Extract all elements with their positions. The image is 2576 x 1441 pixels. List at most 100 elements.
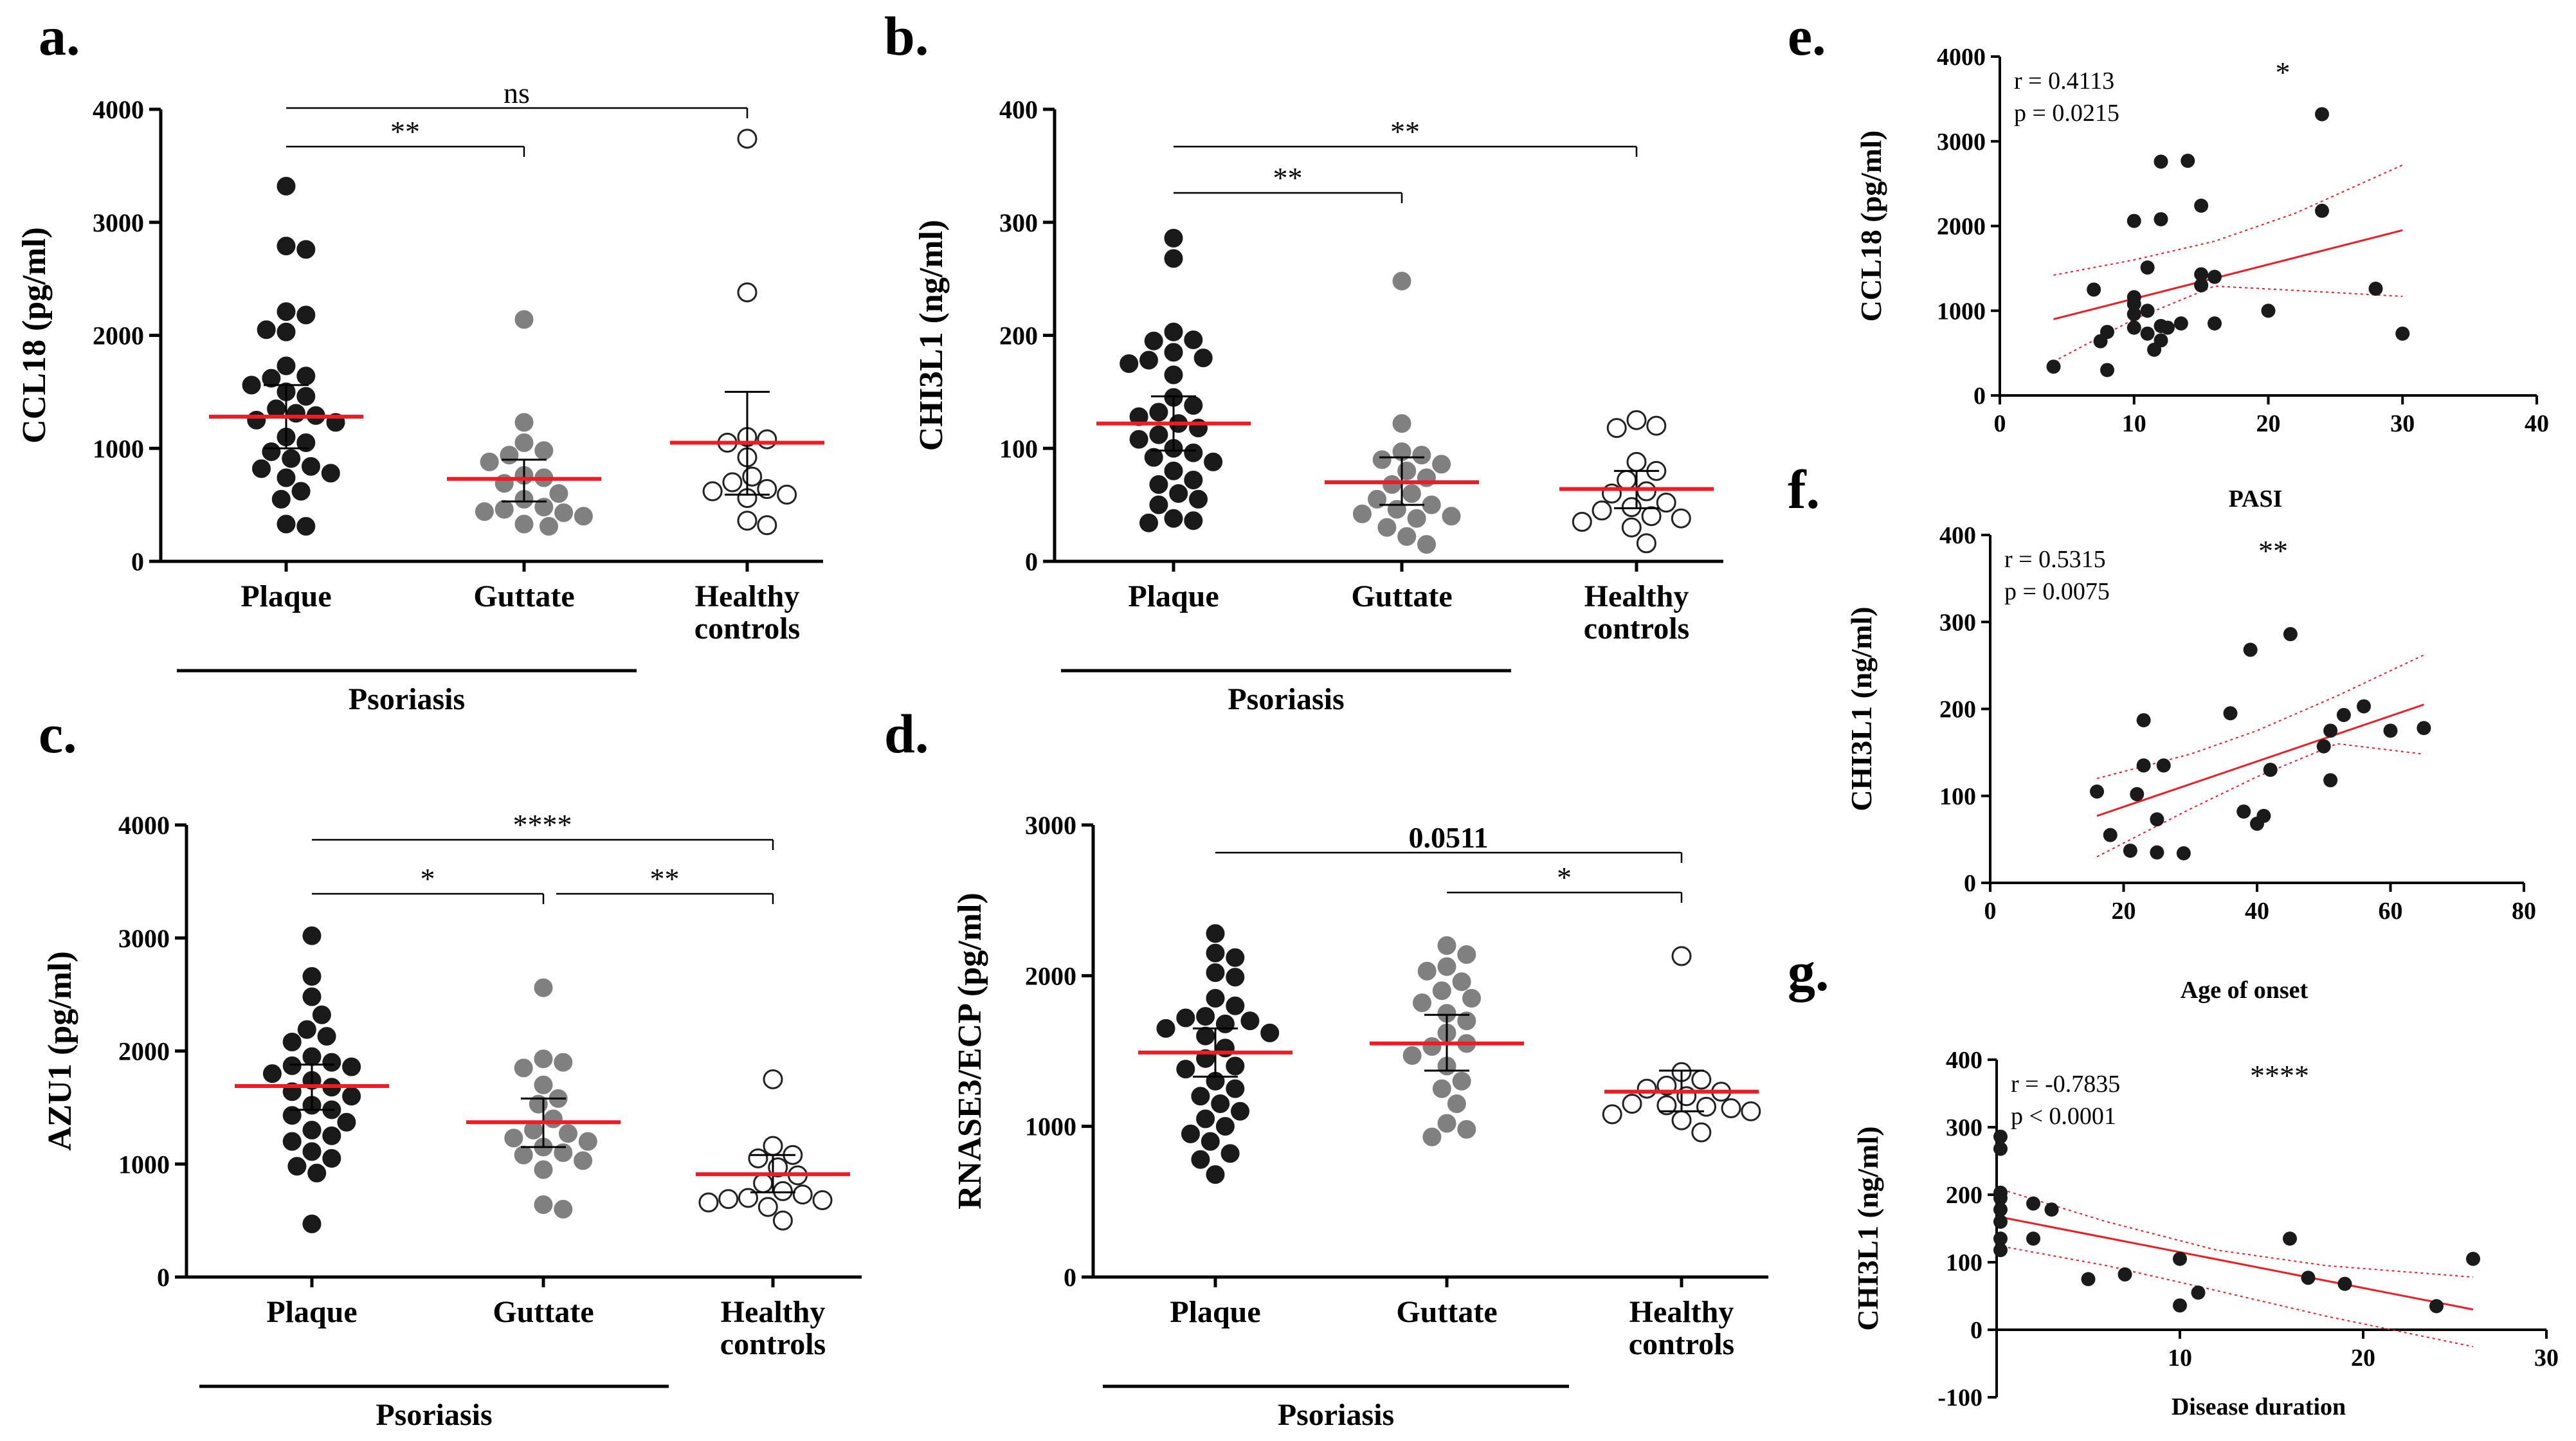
x-axis-label: Age of onset — [2181, 977, 2308, 1004]
data-point-gray — [534, 1195, 553, 1215]
x-tick-label: 40 — [2525, 410, 2549, 437]
data-point-gray — [494, 500, 514, 519]
data-point-black — [1231, 1101, 1249, 1121]
group-label-line: controls — [694, 612, 800, 646]
data-point — [1993, 1191, 2008, 1206]
y-tick-label: 400 — [1946, 1047, 1982, 1074]
data-point-gray — [1422, 1127, 1442, 1146]
y-tick-label: 300 — [999, 208, 1038, 237]
data-point-black — [1206, 924, 1225, 943]
data-point-black — [1149, 475, 1168, 494]
y-tick-label: 3000 — [93, 208, 144, 237]
data-point-black — [342, 1087, 361, 1106]
panel-label-e: e. — [1788, 5, 1826, 67]
data-point-black — [322, 1148, 341, 1168]
data-point-black — [1144, 331, 1163, 350]
data-point-gray — [543, 1109, 563, 1128]
panel-label-g: g. — [1788, 941, 1829, 1002]
data-point-black — [1176, 1060, 1195, 1079]
data-point-open — [772, 1181, 793, 1201]
data-point — [2194, 278, 2209, 293]
group-label-line: Plaque — [1170, 1295, 1260, 1329]
data-point-black — [1196, 1109, 1215, 1128]
data-point-gray — [1437, 957, 1456, 976]
group-label-line: Healthy — [721, 1295, 826, 1329]
data-point-open — [738, 1188, 758, 1208]
data-point — [2173, 1298, 2187, 1313]
data-point-black — [277, 356, 296, 376]
data-point-gray — [534, 498, 554, 517]
data-point-black — [1226, 996, 1245, 1015]
data-point-gray — [534, 978, 553, 997]
y-tick-label: 0 — [1970, 1317, 1982, 1344]
data-point-black — [286, 404, 305, 423]
confidence-band-lower — [2053, 285, 2403, 363]
data-point-black — [277, 514, 296, 534]
data-point-black — [342, 1057, 361, 1076]
data-point-gray — [1402, 1046, 1422, 1065]
data-point-black — [297, 1020, 316, 1039]
data-point — [2236, 804, 2251, 819]
data-point — [2026, 1196, 2040, 1211]
data-point-black — [277, 322, 296, 341]
group-label-line: Guttate — [1351, 579, 1452, 613]
data-point-black — [1220, 1144, 1240, 1163]
significance-label: ns — [503, 77, 530, 109]
data-point-gray — [1392, 414, 1411, 433]
significance-label: **** — [513, 808, 572, 841]
psoriasis-label: Psoriasis — [349, 682, 465, 716]
data-point-black — [1129, 430, 1148, 449]
data-point-open — [1671, 946, 1692, 966]
y-tick-label: 100 — [1946, 1249, 1982, 1276]
data-point-gray — [534, 1075, 553, 1094]
data-point-open — [737, 282, 757, 303]
data-point — [2154, 212, 2168, 226]
data-point-black — [257, 320, 276, 340]
data-point-open — [1602, 1104, 1622, 1125]
data-point-gray — [1437, 1114, 1456, 1133]
significance-label: ** — [650, 862, 680, 895]
data-point — [2046, 359, 2061, 374]
data-point-open — [1691, 1122, 1712, 1143]
data-point-black — [277, 302, 296, 322]
panel-a-ccl18-groups: 0 1000 2000 3000 4000 CCL18 (pg/ml) Plaque Gutt… — [16, 77, 824, 716]
data-point-open — [1741, 1101, 1761, 1121]
data-point-gray — [1392, 271, 1411, 291]
data-point-gray — [1377, 518, 1397, 537]
data-point-black — [337, 1112, 356, 1132]
group-label-line: Healthy — [695, 579, 800, 613]
x-tick-label: 20 — [2112, 898, 2136, 925]
data-point-open — [763, 1136, 783, 1156]
data-point-black — [302, 926, 322, 945]
data-point-open — [757, 515, 777, 536]
data-point-open — [748, 1148, 768, 1168]
data-point-black — [1149, 403, 1168, 422]
data-point — [2136, 758, 2151, 773]
data-point-black — [296, 240, 316, 259]
data-point-black — [1204, 452, 1223, 471]
data-point-open — [1696, 1096, 1716, 1117]
data-point-black — [1184, 511, 1203, 530]
data-point-gray — [514, 1058, 533, 1078]
y-tick-label: 2000 — [93, 322, 144, 350]
panel-f-age-correlation: 0 100 200 300 400 0 20 40 60 80 CHI3L1 (ng/ml) Age … — [1845, 522, 2536, 1004]
data-point-open — [722, 472, 743, 493]
data-point-open — [1721, 1098, 1741, 1119]
data-point-black — [282, 1132, 302, 1151]
panel-label-d: d. — [884, 703, 929, 765]
data-point-black — [307, 1163, 327, 1183]
data-point-black — [296, 517, 316, 536]
data-point — [2150, 845, 2164, 860]
data-point-gray — [559, 1124, 577, 1143]
data-point-black — [1164, 461, 1183, 480]
significance-label: ** — [1390, 115, 1420, 148]
data-point-black — [282, 1032, 302, 1051]
data-point — [2181, 154, 2195, 168]
data-point-black — [296, 386, 316, 406]
data-point — [1993, 1141, 2008, 1156]
data-point — [2127, 296, 2141, 311]
data-point-black — [1164, 249, 1183, 268]
x-tick-label: 20 — [2256, 410, 2281, 437]
data-point — [2256, 808, 2271, 823]
data-point — [2323, 773, 2338, 788]
